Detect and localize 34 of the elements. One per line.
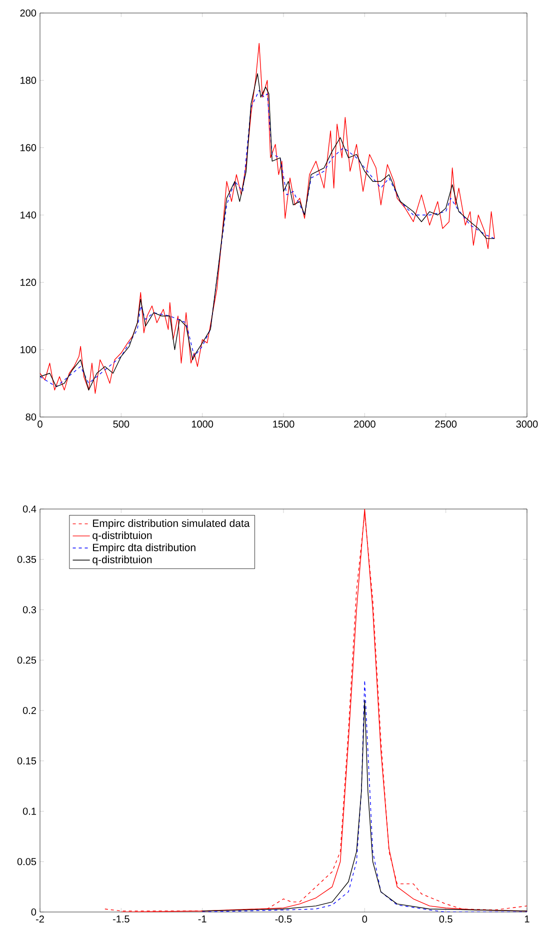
y-tick-label: 180 [20,76,36,84]
y-tick-label: 0.3 [22,606,36,614]
legend-label: q-distribtuion [92,531,152,542]
x-tick-label: 0 [362,916,368,923]
x-tick-label: -1 [198,916,206,922]
y-tick-label: 0.4 [22,505,36,513]
y-tick-label: 200 [20,9,36,17]
y-tick-label: 100 [20,346,36,354]
x-tick-label: -2 [36,916,44,923]
y-tick-label: 0.05 [17,858,36,866]
y-tick-label: 80 [26,413,36,421]
x-tick-label: -1.5 [112,916,130,923]
y-tick-label: 0.15 [17,757,36,764]
legend-label: Empirc distribution simulated data [93,519,250,530]
x-tick-label: 2000 [354,420,376,428]
x-tick-label: 2500 [435,420,457,428]
y-tick-label: 0.1 [22,808,36,815]
y-tick-label: 0.25 [17,656,36,664]
y-tick-label: 0 [31,908,36,916]
x-tick-label: 500 [113,420,130,428]
y-tick-label: 120 [20,278,36,286]
y-tick-label: 0.35 [17,556,36,563]
y-tick-label: 0.2 [22,706,36,714]
x-tick-label: 0.5 [439,916,452,923]
y-tick-label: 140 [20,211,36,219]
y-tick-label: 160 [20,144,36,152]
x-tick-label: 3000 [516,420,538,428]
x-tick-label: -0.5 [275,916,292,923]
legend-label: Empirc dta distribution [93,543,196,554]
x-tick-label: 1500 [273,420,294,428]
x-tick-label: 0 [38,420,42,428]
x-tick-label: 1000 [192,420,214,428]
legend-label: q-distribtuion [92,556,152,566]
x-tick-label: 1 [524,916,530,922]
